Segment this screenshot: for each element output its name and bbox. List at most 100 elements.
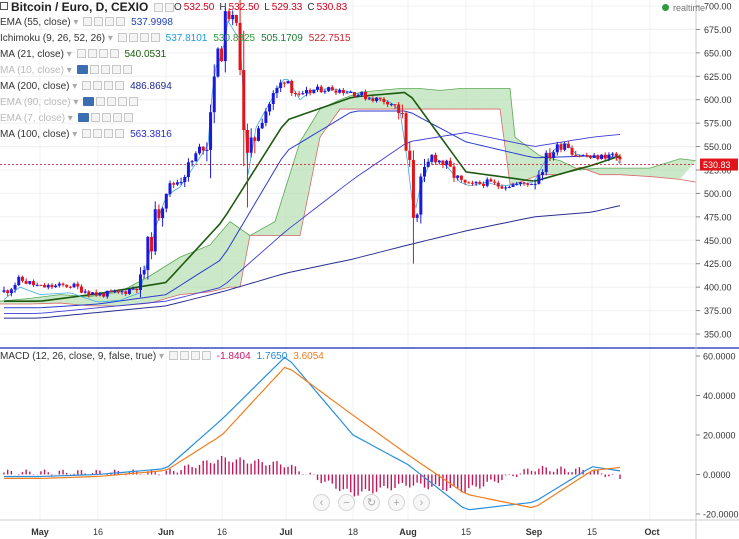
- candle-body: [426, 161, 430, 167]
- settings-icon[interactable]: [90, 113, 100, 122]
- candle-body: [581, 154, 585, 156]
- settings-icon[interactable]: [83, 17, 93, 26]
- indicator-row[interactable]: Ichimoku (9, 26, 52, 26) ▾ 537.8101 530.8…: [0, 33, 351, 45]
- close-icon[interactable]: [150, 33, 160, 42]
- indicator-row[interactable]: MA (100, close) ▾ 563.3816: [0, 129, 172, 141]
- add-icon[interactable]: [111, 65, 121, 74]
- macd-tick-label: 20.0000: [703, 431, 736, 441]
- close-icon[interactable]: [123, 113, 133, 122]
- collapse-icon[interactable]: [0, 2, 8, 10]
- candle-body: [474, 181, 478, 184]
- eye-icon[interactable]: [77, 113, 89, 122]
- close-icon[interactable]: [115, 81, 125, 90]
- indicator-row[interactable]: MA (21, close) ▾ 540.0531: [0, 49, 166, 61]
- settings-icon[interactable]: [168, 351, 178, 360]
- reset-zoom-button[interactable]: ↻: [363, 494, 380, 511]
- candle-body: [518, 182, 522, 184]
- candle-body: [356, 94, 360, 97]
- chevron-down-icon[interactable]: ▾: [65, 113, 76, 124]
- settings-icon[interactable]: [82, 129, 92, 138]
- help-icon[interactable]: [107, 97, 117, 106]
- candle-body: [515, 183, 519, 185]
- help-icon[interactable]: [94, 17, 104, 26]
- candle-body: [131, 288, 135, 290]
- candle-body: [419, 176, 423, 215]
- eye-icon[interactable]: [76, 65, 88, 74]
- help-icon[interactable]: [93, 81, 103, 90]
- macd-value: 1.7650: [256, 351, 288, 362]
- settings-icon[interactable]: [96, 97, 106, 106]
- add-icon[interactable]: [139, 33, 149, 42]
- indicator-row[interactable]: EMA (90, close) ▾: [0, 97, 139, 109]
- indicator-value: 540.0531: [124, 49, 167, 60]
- candle-body: [570, 148, 574, 155]
- candle-body: [13, 285, 17, 290]
- help-icon[interactable]: [179, 351, 189, 360]
- macd-tick-label: 40.0000: [703, 391, 736, 401]
- candle-body: [382, 98, 386, 102]
- settings-icon[interactable]: [153, 3, 163, 12]
- indicator-row[interactable]: MA (10, close) ▾: [0, 65, 132, 77]
- candle-body: [537, 175, 541, 184]
- help-icon[interactable]: [93, 129, 103, 138]
- chevron-down-icon[interactable]: ▾: [156, 351, 167, 362]
- add-icon[interactable]: [98, 49, 108, 58]
- settings-icon[interactable]: [82, 81, 92, 90]
- help-icon[interactable]: [100, 65, 110, 74]
- settings-icon[interactable]: [76, 49, 86, 58]
- chevron-down-icon[interactable]: ▾: [63, 49, 75, 60]
- lock-icon[interactable]: [164, 3, 174, 12]
- candle-body: [183, 177, 187, 183]
- zoom-out-button[interactable]: −: [338, 494, 355, 511]
- candle-body: [478, 181, 482, 184]
- add-icon[interactable]: [112, 113, 122, 122]
- chevron-down-icon[interactable]: ▾: [105, 33, 116, 44]
- indicator-row[interactable]: EMA (55, close) ▾ 537.9998: [0, 17, 173, 29]
- ohlc-readout: O 532.50 H 532.50 L 529.33 C 530.83: [174, 2, 352, 13]
- scroll-right-button[interactable]: ›: [413, 494, 430, 511]
- add-icon[interactable]: [104, 129, 114, 138]
- settings-icon[interactable]: [117, 33, 127, 42]
- chevron-down-icon[interactable]: ▾: [70, 97, 82, 108]
- candle-body: [411, 159, 415, 218]
- chevron-down-icon[interactable]: ▾: [69, 81, 81, 92]
- indicator-row[interactable]: EMA (7, close) ▾: [0, 113, 133, 125]
- candle-body: [253, 137, 257, 141]
- add-icon[interactable]: [104, 81, 114, 90]
- close-icon[interactable]: [201, 351, 211, 360]
- close-icon[interactable]: [122, 65, 132, 74]
- eye-icon[interactable]: [83, 97, 95, 106]
- candle-body: [552, 152, 556, 158]
- help-icon[interactable]: [101, 113, 111, 122]
- candle-body: [113, 291, 117, 293]
- close-icon[interactable]: [115, 129, 125, 138]
- price-tick-label: 600.00: [704, 95, 732, 105]
- indicator-row[interactable]: MA (200, close) ▾ 486.8694: [0, 81, 172, 93]
- candle-body: [393, 104, 397, 106]
- indicator-name: EMA (55, close): [0, 17, 71, 28]
- close-icon[interactable]: [116, 17, 126, 26]
- help-icon[interactable]: [87, 49, 97, 58]
- indicator-name: MA (100, close): [0, 129, 70, 140]
- candle-body: [375, 97, 379, 102]
- candle-body: [142, 270, 146, 275]
- chevron-down-icon[interactable]: ▾: [70, 17, 82, 28]
- chevron-down-icon[interactable]: ▾: [63, 65, 75, 76]
- close-icon[interactable]: [109, 49, 119, 58]
- price-tick-label: 450.00: [704, 236, 732, 246]
- settings-icon[interactable]: [89, 65, 99, 74]
- chevron-down-icon[interactable]: ▾: [69, 129, 81, 140]
- help-icon[interactable]: [128, 33, 138, 42]
- zoom-in-button[interactable]: +: [388, 494, 405, 511]
- line-ma-100-close-: [4, 132, 621, 314]
- candle-body: [404, 113, 408, 151]
- candle-body: [20, 276, 24, 281]
- indicator-name: MA (21, close): [0, 49, 64, 60]
- symbol-title[interactable]: Bitcoin / Euro, D, CEXIO: [0, 0, 174, 14]
- scroll-left-button[interactable]: ‹: [313, 494, 330, 511]
- add-icon[interactable]: [190, 351, 200, 360]
- add-icon[interactable]: [105, 17, 115, 26]
- close-icon[interactable]: [129, 97, 139, 106]
- add-icon[interactable]: [118, 97, 128, 106]
